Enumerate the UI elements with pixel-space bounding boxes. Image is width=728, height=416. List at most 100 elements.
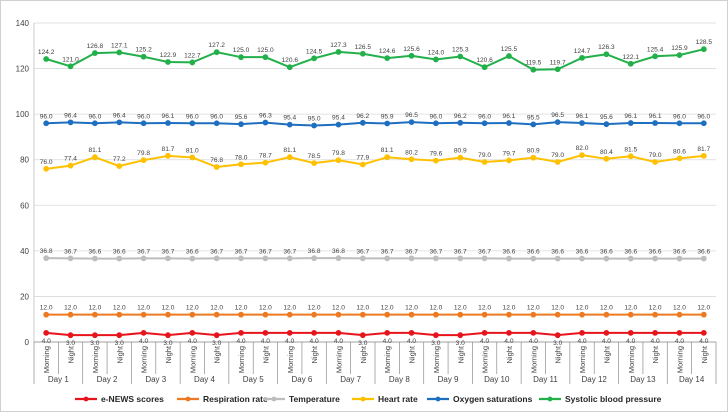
data-point-respiration-rate <box>166 312 171 317</box>
data-point-respiration-rate <box>507 312 512 317</box>
x-tick-label-morning: Morning <box>432 346 441 373</box>
data-point-temperature <box>166 256 171 261</box>
data-label-respiration-rate: 12.0 <box>64 305 77 312</box>
data-label-heart-rate: 78.7 <box>259 153 272 160</box>
data-point-systolic-blood-pressure <box>482 65 487 70</box>
data-point-e-news-scores <box>287 330 292 335</box>
data-point-heart-rate <box>287 155 292 160</box>
data-point-heart-rate <box>312 161 317 166</box>
data-point-oxygen-saturations <box>117 120 122 125</box>
data-label-oxygen-saturations: 95.9 <box>381 113 394 120</box>
data-label-systolic-blood-pressure: 127.1 <box>111 42 128 49</box>
data-label-systolic-blood-pressure: 125.3 <box>452 46 469 53</box>
data-label-e-news-scores: 4.0 <box>188 338 197 345</box>
data-label-e-news-scores: 3.0 <box>456 340 465 347</box>
legend-marker-heart-rate <box>361 397 366 402</box>
data-label-heart-rate: 81.1 <box>381 147 394 154</box>
data-point-respiration-rate <box>263 312 268 317</box>
data-point-oxygen-saturations <box>433 121 438 126</box>
data-label-systolic-blood-pressure: 125.0 <box>257 47 274 54</box>
data-point-temperature <box>141 256 146 261</box>
day-label: Day 6 <box>291 375 312 384</box>
x-tick-label-morning: Morning <box>42 346 51 373</box>
data-point-e-news-scores <box>385 330 390 335</box>
data-label-temperature: 36.8 <box>332 248 345 255</box>
data-label-temperature: 36.6 <box>649 249 662 256</box>
data-label-systolic-blood-pressure: 128.5 <box>696 39 713 46</box>
data-point-respiration-rate <box>628 312 633 317</box>
data-label-heart-rate: 80.4 <box>600 149 613 156</box>
data-point-e-news-scores <box>555 333 560 338</box>
data-label-temperature: 36.7 <box>429 248 442 255</box>
data-point-e-news-scores <box>360 333 365 338</box>
data-point-oxygen-saturations <box>92 121 97 126</box>
x-tick-label-morning: Morning <box>529 346 538 373</box>
data-point-respiration-rate <box>531 312 536 317</box>
data-point-heart-rate <box>214 165 219 170</box>
data-label-respiration-rate: 12.0 <box>478 305 491 312</box>
data-point-oxygen-saturations <box>555 120 560 125</box>
legend-label-temperature: Temperature <box>289 394 340 404</box>
data-point-oxygen-saturations <box>458 120 463 125</box>
data-point-respiration-rate <box>287 312 292 317</box>
x-tick-label-morning: Morning <box>140 346 149 373</box>
data-point-temperature <box>44 256 49 261</box>
data-label-e-news-scores: 4.0 <box>602 338 611 345</box>
day-label: Day 10 <box>484 375 510 384</box>
day-label: Day 7 <box>340 375 361 384</box>
data-label-oxygen-saturations: 96.1 <box>576 113 589 120</box>
data-point-temperature <box>92 256 97 261</box>
data-label-heart-rate: 82.0 <box>576 145 589 152</box>
data-point-respiration-rate <box>44 312 49 317</box>
x-tick-label-night: Night <box>310 345 319 363</box>
data-label-heart-rate: 79.0 <box>551 152 564 159</box>
data-point-e-news-scores <box>239 330 244 335</box>
data-point-oxygen-saturations <box>604 122 609 127</box>
data-point-systolic-blood-pressure <box>166 60 171 65</box>
legend-marker-temperature <box>272 397 277 402</box>
data-point-heart-rate <box>433 158 438 163</box>
data-label-heart-rate: 79.7 <box>503 150 516 157</box>
data-point-temperature <box>312 256 317 261</box>
data-label-systolic-blood-pressure: 122.9 <box>160 52 177 59</box>
data-label-temperature: 36.7 <box>405 248 418 255</box>
x-tick-label-night: Night <box>261 345 270 363</box>
data-point-systolic-blood-pressure <box>263 55 268 60</box>
data-label-respiration-rate: 12.0 <box>649 305 662 312</box>
y-tick-label: 40 <box>20 247 29 256</box>
data-label-e-news-scores: 3.0 <box>163 340 172 347</box>
data-point-systolic-blood-pressure <box>141 54 146 59</box>
data-label-temperature: 36.7 <box>210 248 223 255</box>
x-tick-label-morning: Morning <box>334 346 343 373</box>
data-label-e-news-scores: 4.0 <box>651 338 660 345</box>
data-label-respiration-rate: 12.0 <box>503 305 516 312</box>
data-point-temperature <box>677 256 682 261</box>
data-label-oxygen-saturations: 96.2 <box>454 113 467 120</box>
data-point-e-news-scores <box>458 333 463 338</box>
data-point-heart-rate <box>263 160 268 165</box>
data-label-temperature: 36.7 <box>381 248 394 255</box>
data-label-systolic-blood-pressure: 126.3 <box>598 44 615 51</box>
data-label-respiration-rate: 12.0 <box>186 305 199 312</box>
data-point-respiration-rate <box>68 312 73 317</box>
data-point-heart-rate <box>604 156 609 161</box>
data-point-systolic-blood-pressure <box>433 57 438 62</box>
data-point-heart-rate <box>336 158 341 163</box>
x-tick-label-night: Night <box>115 345 124 363</box>
data-point-respiration-rate <box>360 312 365 317</box>
data-point-e-news-scores <box>531 330 536 335</box>
data-point-systolic-blood-pressure <box>555 67 560 72</box>
data-point-oxygen-saturations <box>507 121 512 126</box>
data-label-systolic-blood-pressure: 125.0 <box>233 47 250 54</box>
data-point-heart-rate <box>482 160 487 165</box>
day-label: Day 3 <box>145 375 166 384</box>
y-tick-label: 0 <box>25 338 30 347</box>
data-point-e-news-scores <box>190 330 195 335</box>
data-label-oxygen-saturations: 96.0 <box>697 113 710 120</box>
data-point-systolic-blood-pressure <box>117 50 122 55</box>
day-label: Day 13 <box>630 375 656 384</box>
x-tick-label-night: Night <box>408 345 417 363</box>
data-label-oxygen-saturations: 96.0 <box>429 113 442 120</box>
data-label-e-news-scores: 4.0 <box>236 338 245 345</box>
